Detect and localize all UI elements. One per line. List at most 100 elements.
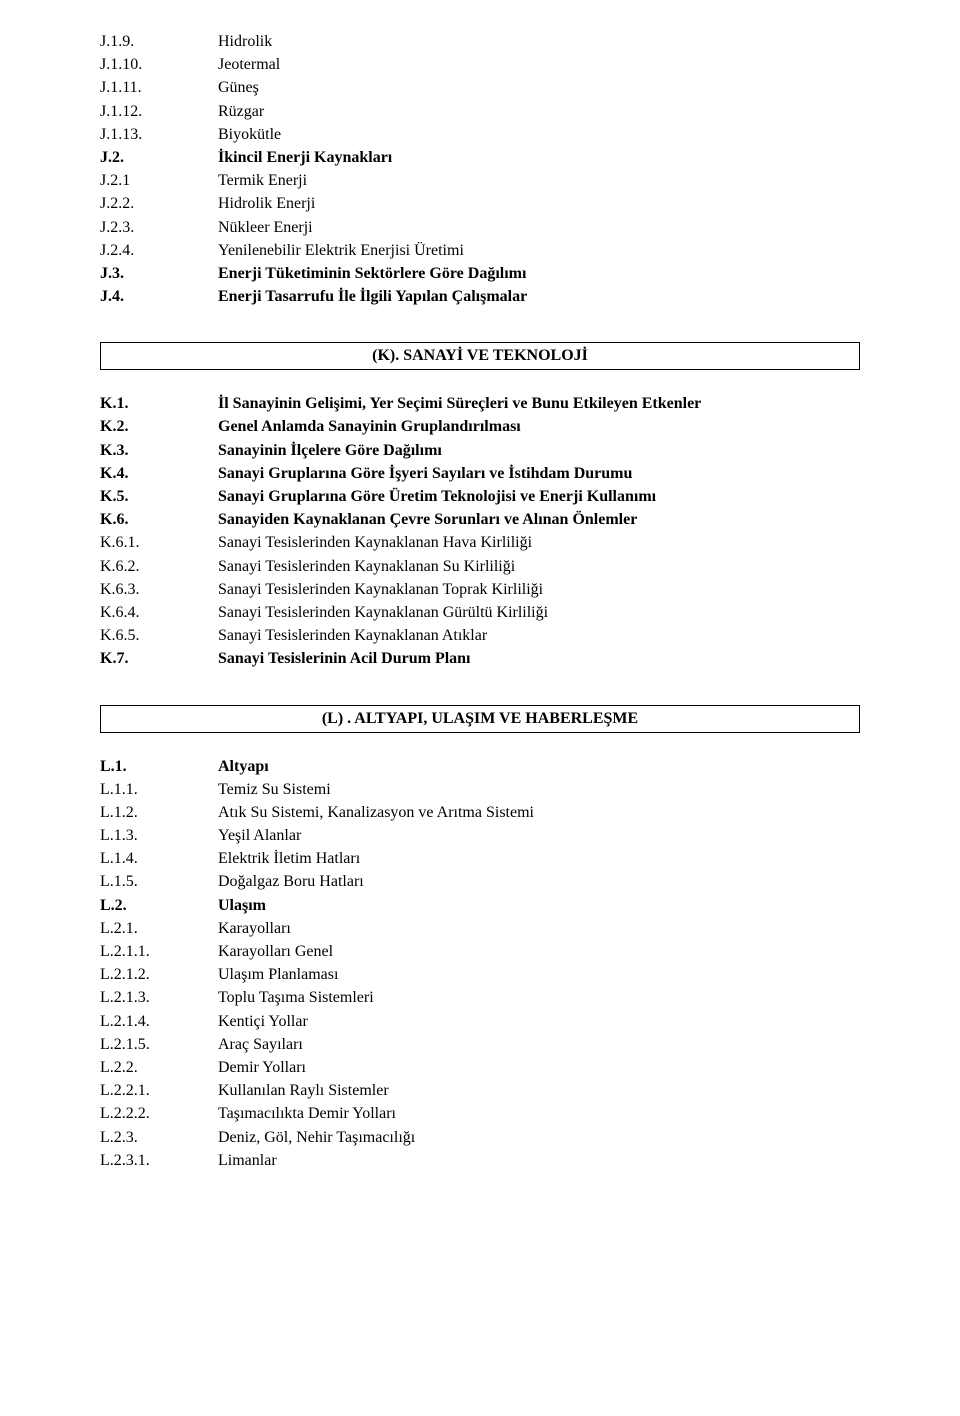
toc-title: Genel Anlamda Sanayinin Gruplandırılması [218,415,860,438]
toc-row: L.2.Ulaşım [100,894,860,917]
toc-number: J.1.13. [100,123,218,146]
toc-row: L.1.1.Temiz Su Sistemi [100,778,860,801]
toc-number: K.5. [100,485,218,508]
toc-number: K.7. [100,647,218,670]
toc-title: Sanayi Tesislerinin Acil Durum Planı [218,647,860,670]
toc-title: Temiz Su Sistemi [218,778,860,801]
toc-number: K.3. [100,439,218,462]
toc-row: L.2.2.1.Kullanılan Raylı Sistemler [100,1079,860,1102]
toc-row: K.3.Sanayinin İlçelere Göre Dağılımı [100,439,860,462]
toc-title: Ulaşım [218,894,860,917]
toc-title: İkincil Enerji Kaynakları [218,146,860,169]
toc-title: Biyokütle [218,123,860,146]
toc-row: K.6.3.Sanayi Tesislerinden Kaynaklanan T… [100,578,860,601]
toc-row: J.4.Enerji Tasarrufu İle İlgili Yapılan … [100,285,860,308]
toc-title: Enerji Tasarrufu İle İlgili Yapılan Çalı… [218,285,860,308]
toc-row: L.1.2.Atık Su Sistemi, Kanalizasyon ve A… [100,801,860,824]
toc-row: L.1.3.Yeşil Alanlar [100,824,860,847]
toc-row: J.1.13.Biyokütle [100,123,860,146]
toc-row: K.2.Genel Anlamda Sanayinin Gruplandırıl… [100,415,860,438]
toc-number: K.6.5. [100,624,218,647]
toc-title: Deniz, Göl, Nehir Taşımacılığı [218,1126,860,1149]
document-page: J.1.9.HidrolikJ.1.10.JeotermalJ.1.11.Gün… [0,0,960,1416]
toc-number: K.4. [100,462,218,485]
toc-row: K.6.5.Sanayi Tesislerinden Kaynaklanan A… [100,624,860,647]
toc-title: Termik Enerji [218,169,860,192]
toc-row: K.5.Sanayi Gruplarına Göre Üretim Teknol… [100,485,860,508]
toc-row: J.3.Enerji Tüketiminin Sektörlere Göre D… [100,262,860,285]
toc-number: L.2.3.1. [100,1149,218,1172]
toc-title: Altyapı [218,755,860,778]
toc-number: K.6.1. [100,531,218,554]
toc-row: J.2.İkincil Enerji Kaynakları [100,146,860,169]
toc-number: L.2. [100,894,218,917]
toc-row: J.1.11.Güneş [100,76,860,99]
toc-row: L.2.1.Karayolları [100,917,860,940]
toc-number: J.2. [100,146,218,169]
toc-title: Sanayi Tesislerinden Kaynaklanan Atıklar [218,624,860,647]
toc-number: K.1. [100,392,218,415]
toc-title: Güneş [218,76,860,99]
toc-title: Yeşil Alanlar [218,824,860,847]
toc-title: Rüzgar [218,100,860,123]
section-heading-k: (K). SANAYİ VE TEKNOLOJİ [100,342,860,370]
toc-title: Hidrolik Enerji [218,192,860,215]
toc-title: Kentiçi Yollar [218,1010,860,1033]
toc-number: L.2.1.1. [100,940,218,963]
toc-row: L.2.1.3.Toplu Taşıma Sistemleri [100,986,860,1009]
toc-title: Yenilenebilir Elektrik Enerjisi Üretimi [218,239,860,262]
toc-title: Demir Yolları [218,1056,860,1079]
toc-title: Elektrik İletim Hatları [218,847,860,870]
toc-row: K.7.Sanayi Tesislerinin Acil Durum Planı [100,647,860,670]
toc-title: Karayolları Genel [218,940,860,963]
toc-title: Sanayi Tesislerinden Kaynaklanan Toprak … [218,578,860,601]
toc-number: J.2.1 [100,169,218,192]
toc-number: K.6. [100,508,218,531]
toc-row: K.1.İl Sanayinin Gelişimi, Yer Seçimi Sü… [100,392,860,415]
toc-number: K.6.3. [100,578,218,601]
toc-row: L.2.1.2.Ulaşım Planlaması [100,963,860,986]
toc-number: K.6.2. [100,555,218,578]
toc-title: Limanlar [218,1149,860,1172]
toc-row: J.1.12.Rüzgar [100,100,860,123]
toc-title: Hidrolik [218,30,860,53]
toc-title: Araç Sayıları [218,1033,860,1056]
toc-row: L.2.1.4.Kentiçi Yollar [100,1010,860,1033]
toc-number: J.1.10. [100,53,218,76]
toc-number: L.1.4. [100,847,218,870]
toc-title: Nükleer Enerji [218,216,860,239]
toc-row: L.1.5.Doğalgaz Boru Hatları [100,870,860,893]
toc-number: K.2. [100,415,218,438]
toc-title: Sanayi Tesislerinden Kaynaklanan Gürültü… [218,601,860,624]
toc-title: Sanayi Tesislerinden Kaynaklanan Su Kirl… [218,555,860,578]
toc-title: Sanayiden Kaynaklanan Çevre Sorunları ve… [218,508,860,531]
toc-number: J.2.3. [100,216,218,239]
toc-row: L.2.2.Demir Yolları [100,1056,860,1079]
toc-row: L.1.Altyapı [100,755,860,778]
toc-number: K.6.4. [100,601,218,624]
toc-number: L.2.1.3. [100,986,218,1009]
toc-number: J.2.4. [100,239,218,262]
toc-block-k: K.1.İl Sanayinin Gelişimi, Yer Seçimi Sü… [100,392,860,670]
toc-row: L.2.1.5.Araç Sayıları [100,1033,860,1056]
toc-title: İl Sanayinin Gelişimi, Yer Seçimi Süreçl… [218,392,860,415]
toc-number: J.4. [100,285,218,308]
toc-title: Sanayinin İlçelere Göre Dağılımı [218,439,860,462]
toc-title: Sanayi Gruplarına Göre İşyeri Sayıları v… [218,462,860,485]
toc-title: Jeotermal [218,53,860,76]
toc-row: K.6.2.Sanayi Tesislerinden Kaynaklanan S… [100,555,860,578]
toc-row: L.2.3.1.Limanlar [100,1149,860,1172]
toc-title: Sanayi Tesislerinden Kaynaklanan Hava Ki… [218,531,860,554]
toc-block-l: L.1.AltyapıL.1.1.Temiz Su SistemiL.1.2.A… [100,755,860,1172]
toc-number: J.1.9. [100,30,218,53]
toc-row: J.2.1Termik Enerji [100,169,860,192]
toc-title: Taşımacılıkta Demir Yolları [218,1102,860,1125]
toc-title: Ulaşım Planlaması [218,963,860,986]
toc-number: J.3. [100,262,218,285]
toc-row: J.2.2.Hidrolik Enerji [100,192,860,215]
toc-number: L.1.2. [100,801,218,824]
toc-block-j: J.1.9.HidrolikJ.1.10.JeotermalJ.1.11.Gün… [100,30,860,308]
toc-title: Karayolları [218,917,860,940]
toc-number: L.2.1. [100,917,218,940]
toc-number: L.1. [100,755,218,778]
